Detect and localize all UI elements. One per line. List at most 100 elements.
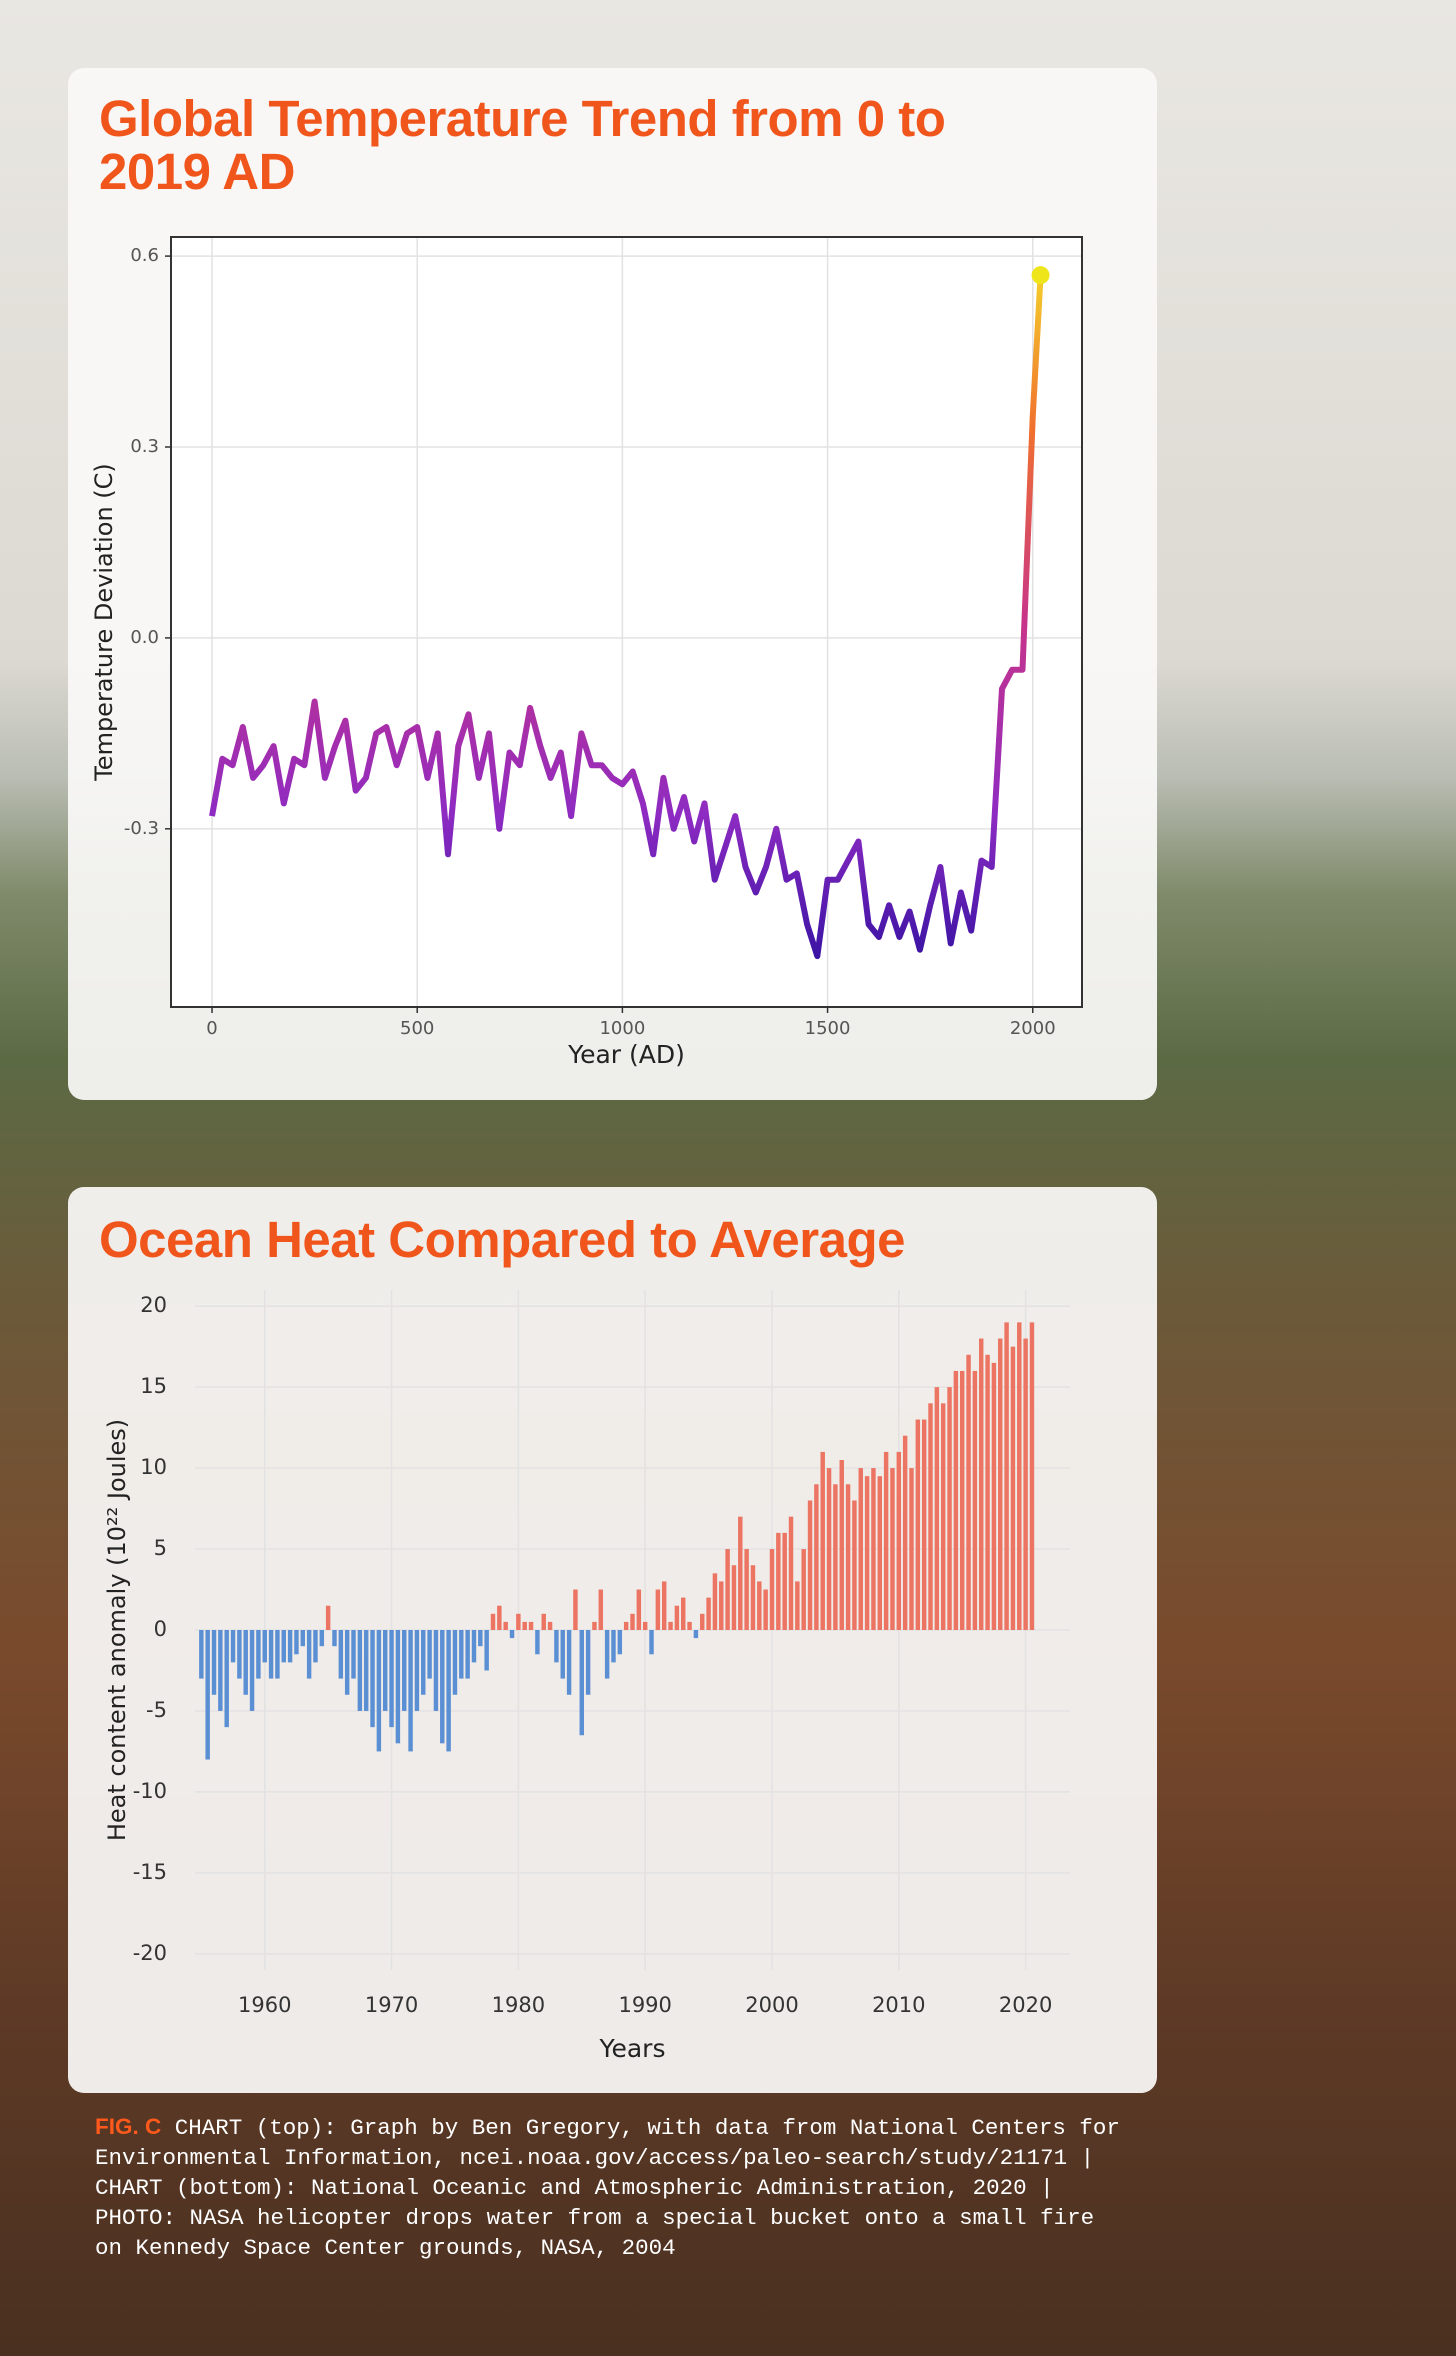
bar — [294, 1630, 299, 1655]
bar — [623, 1621, 629, 1630]
bar — [408, 1630, 413, 1752]
bar — [256, 1630, 261, 1679]
x-tick-label: 1990 — [618, 1993, 671, 2017]
plot-background — [171, 237, 1082, 1007]
bar — [807, 1500, 813, 1630]
bar — [1023, 1338, 1028, 1630]
bar — [934, 1387, 940, 1630]
x-tick-label: 2000 — [1010, 1018, 1056, 1039]
bar — [700, 1613, 705, 1630]
bar — [820, 1451, 825, 1630]
bar — [744, 1549, 749, 1630]
bar — [795, 1581, 800, 1630]
y-tick-label: -15 — [133, 1860, 167, 1884]
bar — [959, 1370, 965, 1630]
bar — [947, 1387, 952, 1630]
bar — [921, 1419, 927, 1630]
bar — [642, 1621, 648, 1630]
bar — [402, 1630, 407, 1711]
bar — [801, 1549, 806, 1630]
caption: FIG. C CHART (top): Graph by Ben Gregory… — [95, 2112, 1195, 2263]
bar — [604, 1630, 610, 1679]
bar — [833, 1484, 838, 1630]
bar — [573, 1589, 578, 1630]
bar — [845, 1484, 851, 1630]
y-tick-label: -10 — [133, 1779, 167, 1803]
y-tick-label: 0.0 — [130, 627, 159, 648]
bar — [433, 1630, 439, 1711]
bar — [896, 1451, 902, 1630]
y-tick-label: 0 — [154, 1617, 167, 1641]
card: Ocean Heat Compared to Average — [68, 1187, 1157, 2093]
bar — [687, 1621, 692, 1630]
chart-title: Ocean Heat Compared to Average — [99, 1211, 905, 1268]
x-tick-label: 0 — [206, 1018, 217, 1039]
bar — [243, 1630, 248, 1695]
bar — [395, 1630, 401, 1744]
bar — [858, 1468, 863, 1630]
bar — [205, 1630, 210, 1760]
x-axis-label: Year (AD) — [567, 1040, 685, 1069]
bar — [338, 1630, 344, 1679]
bar — [218, 1630, 223, 1711]
bar — [376, 1630, 382, 1752]
bar — [313, 1630, 318, 1663]
bar — [731, 1565, 737, 1630]
x-tick-label: 1970 — [365, 1993, 418, 2017]
bar — [199, 1630, 204, 1679]
caption-line: Environmental Information, ncei.noaa.gov… — [95, 2145, 1095, 2171]
bar — [497, 1605, 502, 1630]
bar — [814, 1484, 819, 1630]
x-tick-label: 500 — [400, 1018, 434, 1039]
temperature-line — [209, 275, 1044, 960]
chart-title: Global Temperature Trend from 0 to 2019 … — [99, 90, 946, 200]
caption-line: FIG. C CHART (top): Graph by Ben Gregory… — [95, 2112, 1195, 2143]
bar — [661, 1581, 667, 1630]
bar — [611, 1630, 616, 1663]
x-tick-label: 2010 — [872, 1993, 925, 2017]
bar — [852, 1500, 857, 1630]
bar — [421, 1630, 426, 1695]
bar — [763, 1589, 768, 1630]
caption-line: on Kennedy Space Center grounds, NASA, 2… — [95, 2235, 676, 2261]
x-tick-label: 1960 — [238, 1993, 291, 2017]
bar — [750, 1565, 756, 1630]
bar — [465, 1630, 470, 1679]
bar — [281, 1630, 286, 1663]
bar — [757, 1581, 762, 1630]
bar — [237, 1630, 242, 1679]
bar — [776, 1532, 781, 1630]
y-tick-label: -20 — [133, 1941, 167, 1965]
bar — [262, 1630, 267, 1663]
bar — [998, 1338, 1003, 1630]
bar — [1004, 1322, 1009, 1630]
bar — [883, 1451, 889, 1630]
bar — [459, 1630, 464, 1679]
bar — [890, 1468, 895, 1630]
bar — [636, 1589, 642, 1630]
bar — [617, 1630, 623, 1655]
bar — [712, 1573, 718, 1630]
bar — [516, 1613, 521, 1630]
y-tick-label: 20 — [140, 1293, 167, 1317]
bar — [940, 1403, 946, 1630]
bar — [351, 1630, 356, 1679]
bar — [471, 1630, 477, 1663]
bar — [1029, 1322, 1035, 1630]
bar — [503, 1621, 508, 1630]
bar — [725, 1549, 730, 1630]
bar — [522, 1621, 527, 1630]
y-tick-label: -5 — [146, 1698, 167, 1722]
x-tick-label: 1980 — [492, 1993, 545, 2017]
y-tick-label: 5 — [154, 1536, 167, 1560]
x-tick-label: 2020 — [999, 1993, 1052, 2017]
bar — [560, 1630, 565, 1679]
x-tick-label: 2000 — [745, 1993, 798, 2017]
bar — [738, 1516, 743, 1630]
bar — [826, 1468, 832, 1630]
bar — [1010, 1346, 1016, 1630]
bar — [363, 1630, 369, 1711]
bar — [585, 1630, 591, 1695]
bar — [788, 1516, 794, 1630]
